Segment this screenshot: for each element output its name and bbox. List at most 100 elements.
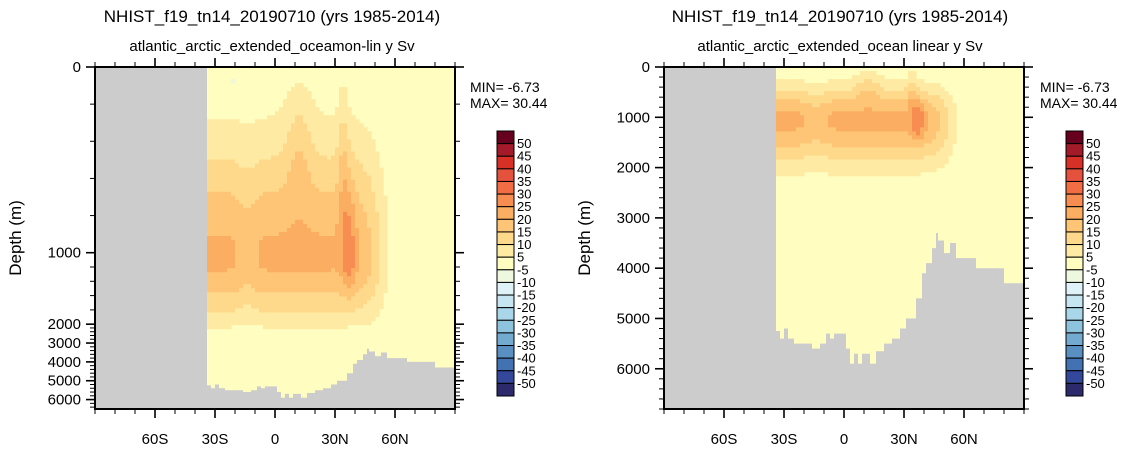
contour-cell	[267, 244, 272, 249]
contour-cell	[888, 131, 893, 136]
contour-cell	[303, 187, 308, 193]
contour-cell	[359, 235, 364, 241]
contour-cell	[239, 187, 244, 193]
contour-cell	[291, 183, 296, 189]
contour-cell	[267, 195, 272, 201]
contour-cell	[904, 143, 909, 149]
contour-cell	[239, 240, 244, 245]
contour-cell	[319, 300, 324, 305]
contour-cell	[315, 227, 320, 233]
contour-cell	[299, 252, 304, 257]
contour-cell	[367, 143, 372, 149]
contour-cell	[916, 79, 921, 84]
contour-cell	[355, 252, 360, 257]
contour-cell	[251, 276, 256, 281]
contour-cell	[295, 244, 300, 249]
contour-cell	[367, 312, 372, 318]
contour-cell	[223, 223, 228, 229]
contour-cell	[263, 248, 268, 253]
contour-cell	[259, 284, 264, 289]
contour-cell	[872, 143, 877, 149]
contour-cell	[295, 296, 300, 301]
contour-cell	[367, 316, 372, 322]
contour-cell	[331, 135, 336, 141]
moc-panel-nonlinear: NHIST_f19_tn14_20190710 (yrs 1985-2014) …	[6, 7, 548, 448]
contour-cell	[335, 203, 340, 209]
contour-cell	[279, 211, 284, 217]
contour-cell	[936, 159, 941, 165]
contour-cell	[355, 199, 360, 205]
contour-cell	[299, 147, 304, 153]
contour-cell	[379, 191, 384, 197]
contour-cell	[235, 316, 240, 322]
contour-cell	[908, 139, 913, 145]
contour-cell	[339, 215, 344, 221]
contour-cell	[259, 203, 264, 209]
contour-cell	[836, 99, 841, 104]
contour-cell	[852, 119, 857, 124]
contour-cell	[363, 167, 368, 173]
contour-cell	[207, 203, 212, 209]
contour-cell	[263, 288, 268, 293]
contour-cell	[375, 260, 380, 265]
contour-cell	[375, 167, 380, 173]
contour-cell	[908, 103, 913, 108]
contour-cell	[315, 151, 320, 157]
contour-cell	[303, 95, 308, 100]
contour-cell	[319, 127, 324, 132]
contour-cell	[379, 207, 384, 213]
contour-cell	[836, 167, 841, 173]
contour-cell	[836, 79, 841, 84]
colorbar-swatch	[1065, 180, 1084, 195]
contour-cell	[860, 151, 865, 157]
x-tick-label: 0	[840, 431, 848, 448]
contour-cell	[235, 284, 240, 289]
contour-cell	[319, 191, 324, 197]
contour-cell	[840, 151, 845, 157]
contour-cell	[383, 231, 388, 237]
contour-cell	[936, 131, 941, 136]
contour-cell	[263, 223, 268, 229]
contour-cell	[259, 312, 264, 318]
contour-cell	[820, 99, 825, 104]
contour-cell	[844, 95, 849, 100]
contour-cell	[852, 99, 857, 104]
contour-cell	[231, 244, 236, 249]
contour-cell	[355, 159, 360, 165]
contour-cell	[287, 123, 292, 128]
contour-cell	[375, 304, 380, 310]
contour-cell	[375, 264, 380, 269]
contour-cell	[323, 264, 328, 269]
contour-cell	[776, 123, 781, 128]
panel-subtitle: atlantic_arctic_extended_ocean linear y …	[697, 38, 983, 55]
contour-cell	[287, 147, 292, 153]
contour-cell	[219, 167, 224, 173]
contour-cell	[215, 240, 220, 245]
contour-cell	[299, 308, 304, 314]
contour-cell	[371, 175, 376, 181]
contour-cell	[311, 179, 316, 185]
contour-cell	[207, 280, 212, 285]
contour-cell	[844, 87, 849, 92]
contour-cell	[287, 312, 292, 318]
contour-cell	[303, 195, 308, 201]
contour-cell	[351, 155, 356, 161]
contour-cell	[251, 215, 256, 221]
contour-cell	[820, 111, 825, 116]
contour-cell	[251, 167, 256, 173]
contour-cell	[307, 308, 312, 314]
contour-cell	[287, 119, 292, 124]
contour-cell	[207, 179, 212, 185]
contour-cell	[347, 252, 352, 257]
contour-cell	[812, 147, 817, 153]
contour-cell	[231, 163, 236, 169]
contour-cell	[868, 111, 873, 116]
contour-cell	[900, 115, 905, 120]
contour-cell	[339, 227, 344, 233]
contour-cell	[327, 199, 332, 205]
contour-cell	[836, 171, 841, 177]
contour-cell	[944, 123, 949, 128]
contour-cell	[275, 183, 280, 189]
contour-cell	[287, 240, 292, 245]
contour-cell	[211, 131, 216, 136]
